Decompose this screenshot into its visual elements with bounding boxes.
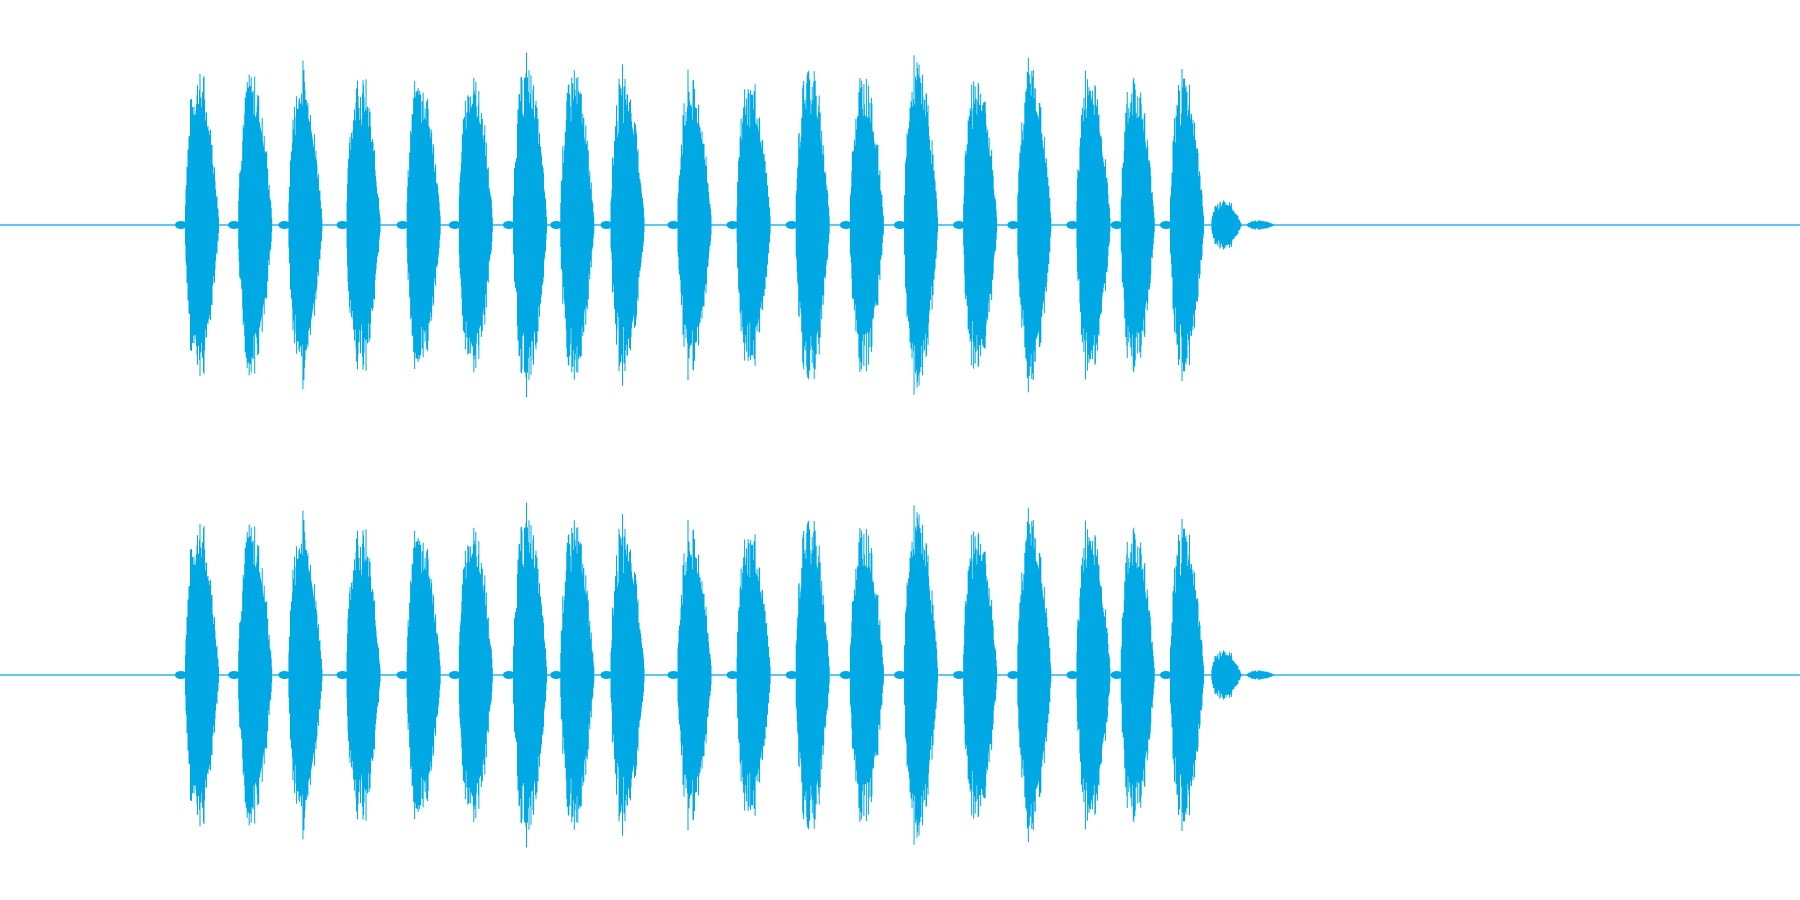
burst (839, 528, 884, 822)
burst (550, 520, 595, 830)
burst (785, 520, 830, 830)
tail-burst (1211, 650, 1242, 700)
burst (1066, 520, 1111, 830)
tail-burst (1246, 220, 1275, 230)
burst (448, 77, 493, 373)
burst (1007, 507, 1052, 843)
burst (894, 505, 939, 845)
burst (839, 78, 884, 372)
burst (278, 510, 323, 840)
tail-burst (1211, 200, 1242, 250)
burst (726, 534, 771, 816)
burst (953, 531, 998, 819)
burst (785, 70, 830, 380)
burst (396, 80, 441, 370)
burst (396, 530, 441, 820)
burst (448, 527, 493, 823)
burst (1110, 527, 1155, 823)
channel-2 (0, 502, 1800, 848)
burst (550, 70, 595, 380)
burst (667, 519, 712, 831)
burst (667, 69, 712, 381)
burst (1066, 70, 1111, 380)
burst (175, 73, 219, 377)
burst (503, 52, 547, 398)
burst (278, 60, 323, 390)
burst (1160, 69, 1204, 381)
burst (228, 524, 273, 826)
burst (336, 79, 381, 371)
tail-burst (1246, 670, 1275, 680)
burst (336, 529, 381, 821)
burst (894, 55, 939, 395)
burst (600, 514, 645, 836)
burst (175, 523, 219, 827)
burst (228, 74, 273, 376)
burst (726, 84, 771, 366)
burst (953, 81, 998, 369)
burst (1007, 57, 1052, 393)
channel-1 (0, 52, 1800, 398)
burst (1110, 77, 1155, 373)
burst (1160, 519, 1204, 831)
burst (503, 502, 547, 848)
burst (600, 64, 645, 386)
